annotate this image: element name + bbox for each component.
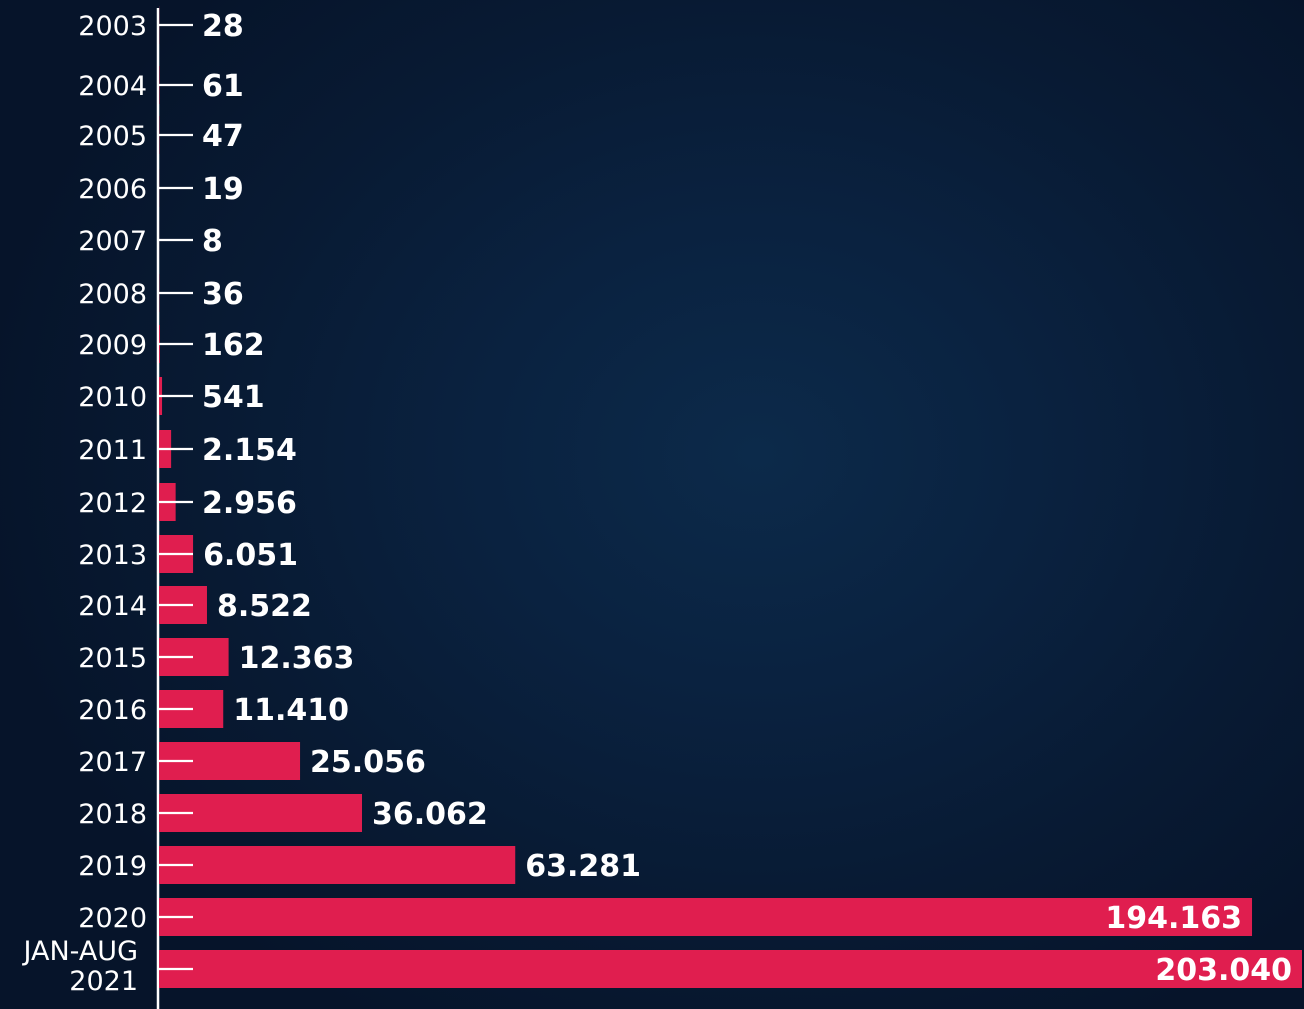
value-label: 25.056 <box>310 745 426 780</box>
value-label: 36 <box>202 277 244 312</box>
value-label: 541 <box>202 380 265 415</box>
value-label: 194.163 <box>1105 901 1242 936</box>
category-label: 2004 <box>78 71 147 102</box>
value-label: 203.040 <box>1155 953 1292 988</box>
category-label: 2016 <box>78 695 147 726</box>
bar-2020 <box>159 898 1253 936</box>
category-label: 2018 <box>78 799 147 830</box>
bar-2019 <box>159 846 516 884</box>
value-label: 36.062 <box>372 797 488 832</box>
category-label: 2008 <box>78 279 147 310</box>
value-label: 6.051 <box>203 538 298 573</box>
value-label: 61 <box>202 69 244 104</box>
category-label: 2003 <box>78 11 147 42</box>
bars-group: 2003 28 2004 61 2005 47 2006 19 2007 8 2008 36 2009 1… <box>22 6 1302 997</box>
category-label: 2007 <box>78 226 147 257</box>
value-label: 8 <box>202 224 223 259</box>
category-label: 2017 <box>78 747 147 778</box>
value-label: 2.154 <box>202 433 297 468</box>
category-label: 2010 <box>78 382 147 413</box>
category-label: 2013 <box>78 540 147 571</box>
category-label: 2011 <box>78 435 147 466</box>
value-label: 47 <box>202 119 244 154</box>
category-label: 2015 <box>78 643 147 674</box>
category-label: 2009 <box>78 330 147 361</box>
category-label: 2012 <box>78 488 147 519</box>
category-label: 2020 <box>78 903 147 934</box>
category-label: 2006 <box>78 174 147 205</box>
value-label: 11.410 <box>233 693 349 728</box>
bar-jan-aug-2021 <box>159 950 1302 988</box>
category-label: 2005 <box>78 121 147 152</box>
value-label: 28 <box>202 9 244 44</box>
value-label: 8.522 <box>217 589 312 624</box>
category-label: 2019 <box>78 851 147 882</box>
category-label: JAN-AUG 2021 <box>22 936 138 997</box>
value-label: 63.281 <box>525 849 641 884</box>
category-label: 2014 <box>78 591 147 622</box>
value-label: 162 <box>202 328 265 363</box>
value-label: 2.956 <box>202 486 297 521</box>
value-label: 12.363 <box>239 641 355 676</box>
value-label: 19 <box>202 172 244 207</box>
